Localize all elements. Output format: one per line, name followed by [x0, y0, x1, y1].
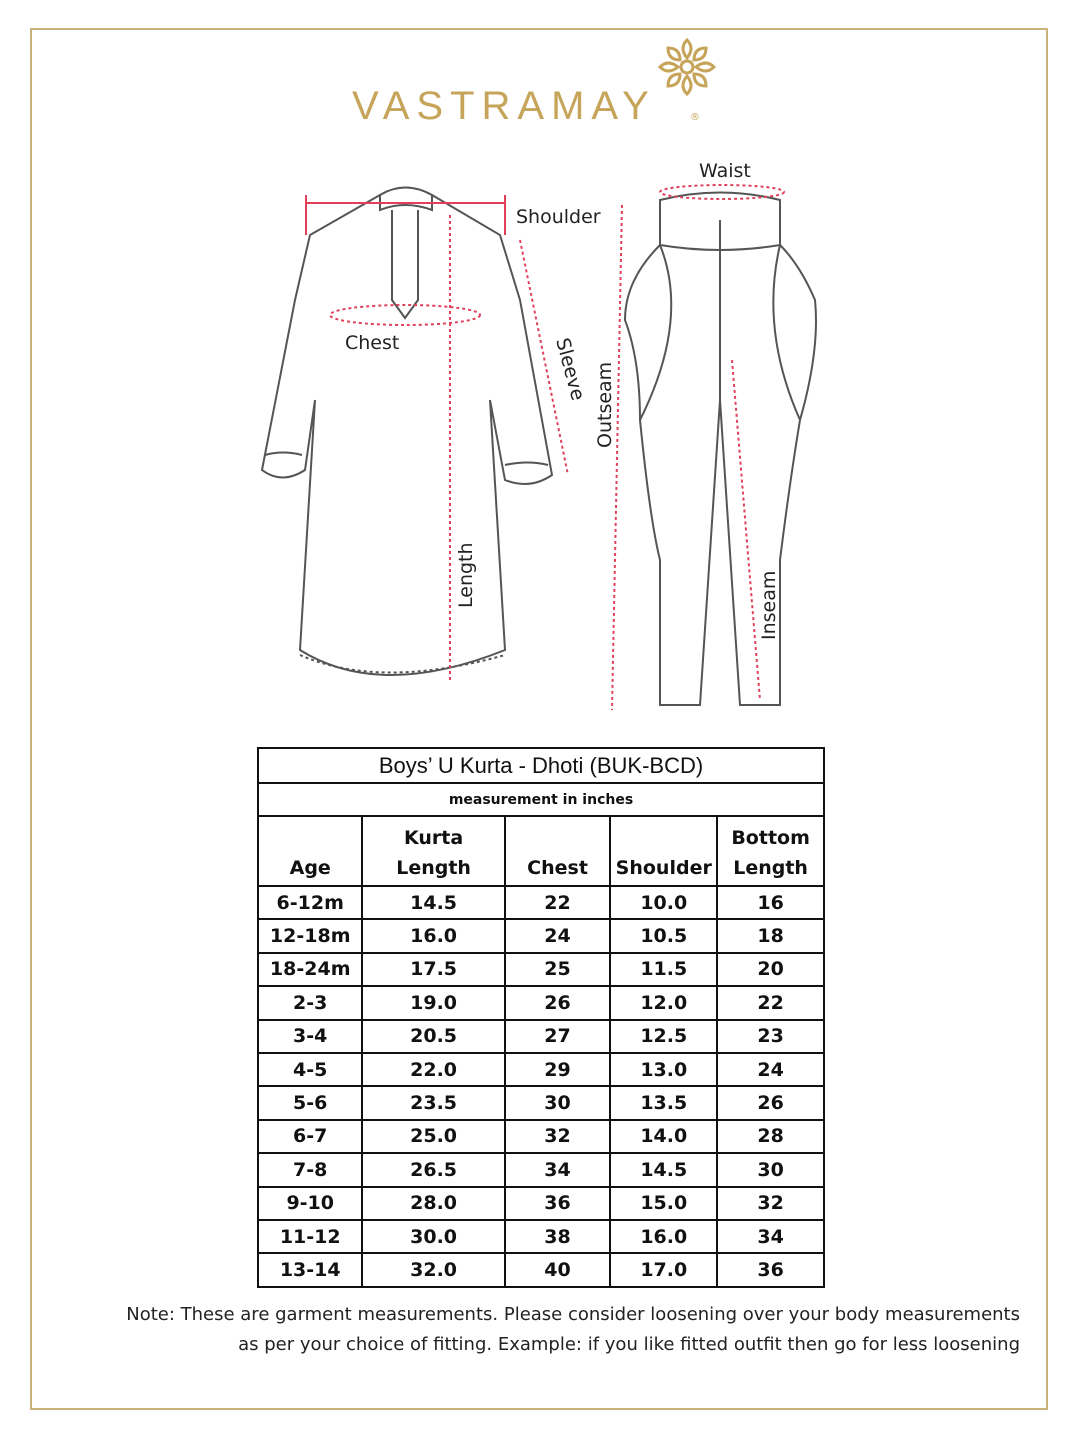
- table-cell: 11-12: [256, 1218, 364, 1255]
- table-cell: 17.5: [361, 951, 506, 988]
- table-cell: 22.0: [361, 1051, 506, 1088]
- table-cell: 7-8: [256, 1152, 364, 1188]
- table-cell: 20: [716, 951, 825, 988]
- table-cell: 40: [503, 1252, 612, 1288]
- table-cell: 9-10: [256, 1185, 364, 1221]
- table-cell: 26.5: [361, 1152, 506, 1188]
- table-cell: 36: [716, 1252, 825, 1288]
- table-cell: 28.0: [361, 1185, 506, 1221]
- table-row: 13-14 32.0 40 17.0 36: [256, 1252, 825, 1288]
- table-cell: 12.5: [609, 1018, 719, 1054]
- table-row: 11-12 30.0 38 16.0 34: [256, 1218, 825, 1255]
- table-cell: 30: [503, 1085, 612, 1121]
- brand-logo: VASTRAMAY: [352, 84, 656, 128]
- table-cell: 38: [503, 1218, 612, 1255]
- table-cell: 17.0: [609, 1252, 719, 1288]
- table-cell: 28: [716, 1118, 825, 1155]
- kurta-outline: [260, 186, 554, 676]
- table-row: 18-24m 17.5 25 11.5 20: [256, 951, 825, 988]
- table-cell: 24: [716, 1051, 825, 1088]
- table-cell: 34: [716, 1218, 825, 1255]
- label-shoulder: Shoulder: [516, 206, 601, 228]
- registered-mark: ®: [690, 112, 700, 123]
- table-row: 2-3 19.0 26 12.0 22: [256, 985, 825, 1021]
- table-row: 7-8 26.5 34 14.5 30: [256, 1152, 825, 1188]
- table-cell: 14.5: [361, 884, 506, 921]
- table-cell: 16.0: [609, 1218, 719, 1255]
- table-title: Boys’ U Kurta - Dhoti (BUK-BCD): [257, 747, 825, 784]
- table-row: 3-4 20.5 27 12.5 23: [256, 1018, 825, 1054]
- label-length: Length: [455, 542, 477, 608]
- kurta-measure-lines: [305, 195, 569, 680]
- table-cell: 18-24m: [256, 951, 364, 988]
- table-cell: 29: [503, 1051, 612, 1088]
- table-cell: 14.5: [609, 1152, 719, 1188]
- table-cell: 26: [716, 1085, 825, 1121]
- table-cell: 14.0: [609, 1118, 719, 1155]
- table-cell: 13-14: [256, 1252, 364, 1288]
- table-cell: 16.0: [361, 918, 506, 954]
- table-cell: 15.0: [609, 1185, 719, 1221]
- table-cell: 20.5: [361, 1018, 506, 1054]
- table-cell: 10.5: [609, 918, 719, 954]
- table-cell: 23: [716, 1018, 825, 1054]
- table-row: 6-7 25.0 32 14.0 28: [256, 1118, 825, 1155]
- size-chart-table: Boys’ U Kurta - Dhoti (BUK-BCD) measurem…: [256, 747, 825, 1288]
- table-cell: 22: [503, 884, 612, 921]
- table-cell: 5-6: [256, 1085, 364, 1121]
- table-cell: 24: [503, 918, 612, 954]
- table-row: 6-12m 14.5 22 10.0 16: [256, 884, 825, 921]
- label-outseam: Outseam: [594, 362, 616, 448]
- page-border: [30, 28, 1048, 1410]
- label-inseam: Inseam: [758, 571, 780, 640]
- note-line-1: Note: These are garment measurements. Pl…: [126, 1304, 1020, 1325]
- brand-emblem-icon: [657, 37, 717, 97]
- garment-diagram: Shoulder Chest Sleeve Length Waist Outse…: [260, 160, 817, 711]
- table-cell: 22: [716, 985, 825, 1021]
- table-cell: 13.5: [609, 1085, 719, 1121]
- table-cell: 26: [503, 985, 612, 1021]
- table-cell: 32.0: [361, 1252, 506, 1288]
- table-cell: 6-7: [256, 1118, 364, 1155]
- dhoti-outline: [623, 191, 817, 706]
- table-row: 9-10 28.0 36 15.0 32: [256, 1185, 825, 1221]
- table-subtitle: measurement in inches: [257, 782, 825, 817]
- column-header: Age: [256, 815, 364, 887]
- table-cell: 19.0: [361, 985, 506, 1021]
- table-row: 4-5 22.0 29 13.0 24: [256, 1051, 825, 1088]
- table-cell: 13.0: [609, 1051, 719, 1088]
- table-cell: 18: [716, 918, 825, 954]
- note-line-2: as per your choice of fitting. Example: …: [238, 1334, 1020, 1355]
- label-waist: Waist: [699, 160, 751, 182]
- table-cell: 34: [503, 1152, 612, 1188]
- table-row: 12-18m 16.0 24 10.5 18: [256, 918, 825, 954]
- table-cell: 4-5: [256, 1051, 364, 1088]
- table-cell: 32: [716, 1185, 825, 1221]
- table-cell: 12-18m: [256, 918, 364, 954]
- fitting-note: Note: These are garment measurements. Pl…: [20, 1300, 1020, 1360]
- table-cell: 27: [503, 1018, 612, 1054]
- table-cell: 25: [503, 951, 612, 988]
- column-header: Bottom Length: [716, 815, 825, 887]
- table-cell: 2-3: [256, 985, 364, 1021]
- column-header: Shoulder: [609, 815, 719, 887]
- dhoti-measure-lines: [611, 184, 785, 711]
- table-cell: 10.0: [609, 884, 719, 921]
- table-cell: 30.0: [361, 1218, 506, 1255]
- table-cell: 3-4: [256, 1018, 364, 1054]
- table-cell: 6-12m: [256, 884, 364, 921]
- label-chest: Chest: [345, 332, 399, 354]
- column-header: Chest: [503, 815, 612, 887]
- table-cell: 23.5: [361, 1085, 506, 1121]
- table-cell: 11.5: [609, 951, 719, 988]
- table-cell: 16: [716, 884, 825, 921]
- column-header: Kurta Length: [361, 815, 506, 887]
- label-sleeve: Sleeve: [551, 336, 589, 403]
- table-cell: 30: [716, 1152, 825, 1188]
- table-row: 5-6 23.5 30 13.5 26: [256, 1085, 825, 1121]
- table-cell: 12.0: [609, 985, 719, 1021]
- table-cell: 36: [503, 1185, 612, 1221]
- table-cell: 32: [503, 1118, 612, 1155]
- table-cell: 25.0: [361, 1118, 506, 1155]
